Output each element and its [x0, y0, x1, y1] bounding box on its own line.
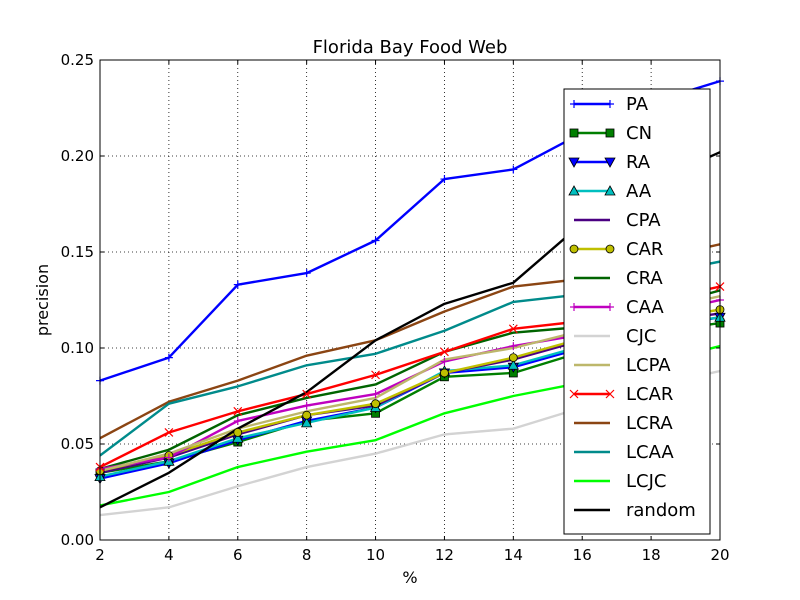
x-tick-label: 14 — [504, 546, 523, 564]
data-point-pa — [371, 236, 380, 245]
y-tick-label: 0.10 — [61, 339, 94, 357]
legend-label-cn: CN — [626, 123, 652, 144]
data-point-lcar — [302, 389, 312, 399]
legend-label-random: random — [626, 500, 696, 521]
y-tick-label: 0.15 — [61, 243, 94, 261]
x-tick-label: 12 — [435, 546, 454, 564]
data-point-pa — [164, 353, 173, 362]
legend: PA CN RA AA CPA CAR CRA CAA CJC LCPA LCAR LCRA LCAA L… — [563, 88, 711, 535]
data-point-caa — [302, 401, 311, 410]
legend-marker-lcar — [605, 389, 615, 399]
legend-label-cpa: CPA — [626, 210, 661, 231]
plot-frame — [99, 59, 721, 541]
x-tick-label: 6 — [233, 546, 243, 564]
legend-label-car: CAR — [626, 239, 663, 260]
data-point-car — [302, 410, 312, 420]
legend-label-caa: CAA — [626, 297, 664, 318]
data-point-caa — [233, 416, 242, 425]
data-point-car — [233, 428, 243, 437]
x-tick-label: 2 — [95, 546, 105, 564]
data-point-pa — [233, 280, 242, 289]
data-point-car — [508, 353, 518, 363]
legend-label-lcaa: LCAA — [626, 442, 674, 463]
x-tick-label: 8 — [302, 546, 312, 564]
legend-label-lcar: LCAR — [626, 384, 673, 405]
legend-marker-cn — [605, 128, 615, 138]
x-tick-label: 20 — [710, 546, 729, 564]
data-point-car — [440, 368, 449, 378]
x-tick-label: 4 — [164, 546, 174, 564]
data-point-car — [371, 399, 380, 409]
data-point-pa — [509, 165, 518, 174]
legend-label-pa: PA — [626, 94, 649, 115]
data-point-caa — [371, 390, 380, 399]
legend-marker-pa — [570, 100, 578, 108]
data-point-pa — [302, 269, 311, 278]
legend-marker-pa — [606, 100, 614, 108]
x-tick-label: 10 — [366, 546, 385, 564]
legend-label-cjc: CJC — [626, 326, 656, 347]
legend-marker-ra — [568, 157, 580, 168]
axis-ticks: 2 4 6 8 10 12 14 16 18 20 0.00 0.05 0.10 0.15 0.20 0.25 — [61, 51, 730, 564]
y-tick-label: 0.20 — [61, 147, 94, 165]
legend-label-lcra: LCRA — [626, 413, 673, 434]
data-point-aa — [232, 432, 244, 443]
x-tick-label: 18 — [642, 546, 661, 564]
data-point-aa — [300, 417, 313, 428]
data-point-caa — [509, 342, 518, 351]
legend-label-lcjc: LCJC — [626, 471, 666, 492]
legend-marker-car — [569, 244, 579, 254]
data-point-lcar — [440, 347, 449, 357]
data-point-lcar — [233, 406, 243, 416]
x-tick-label: 16 — [573, 546, 592, 564]
legend-marker-aa — [604, 185, 616, 196]
legend-label-lcpa: LCPA — [626, 355, 671, 376]
data-point-lcar — [164, 428, 174, 437]
legend-marker-caa — [570, 303, 578, 311]
data-point-lcar — [508, 324, 518, 334]
legend-marker-ra — [604, 157, 616, 168]
legend-marker-caa — [606, 303, 614, 311]
legend-marker-lcar — [569, 389, 579, 399]
data-point-pa — [440, 175, 449, 184]
legend-label-aa: AA — [626, 181, 652, 202]
y-axis-title: precision — [33, 264, 52, 336]
data-point-caa — [164, 453, 173, 462]
y-tick-label: 0.25 — [61, 51, 94, 69]
legend-label-cra: CRA — [626, 268, 663, 289]
legend-label-ra: RA — [626, 152, 651, 173]
y-tick-label: 0.00 — [61, 531, 94, 549]
data-point-lcar — [371, 370, 380, 380]
data-point-caa — [440, 357, 449, 366]
legend-marker-cn — [569, 128, 579, 138]
data-point-aa — [507, 359, 520, 370]
legend-marker-aa — [568, 185, 580, 196]
chart-title: Florida Bay Food Web — [313, 37, 508, 58]
x-axis-title: % — [402, 568, 417, 587]
legend-marker-car — [605, 244, 615, 254]
y-tick-label: 0.05 — [61, 435, 94, 453]
